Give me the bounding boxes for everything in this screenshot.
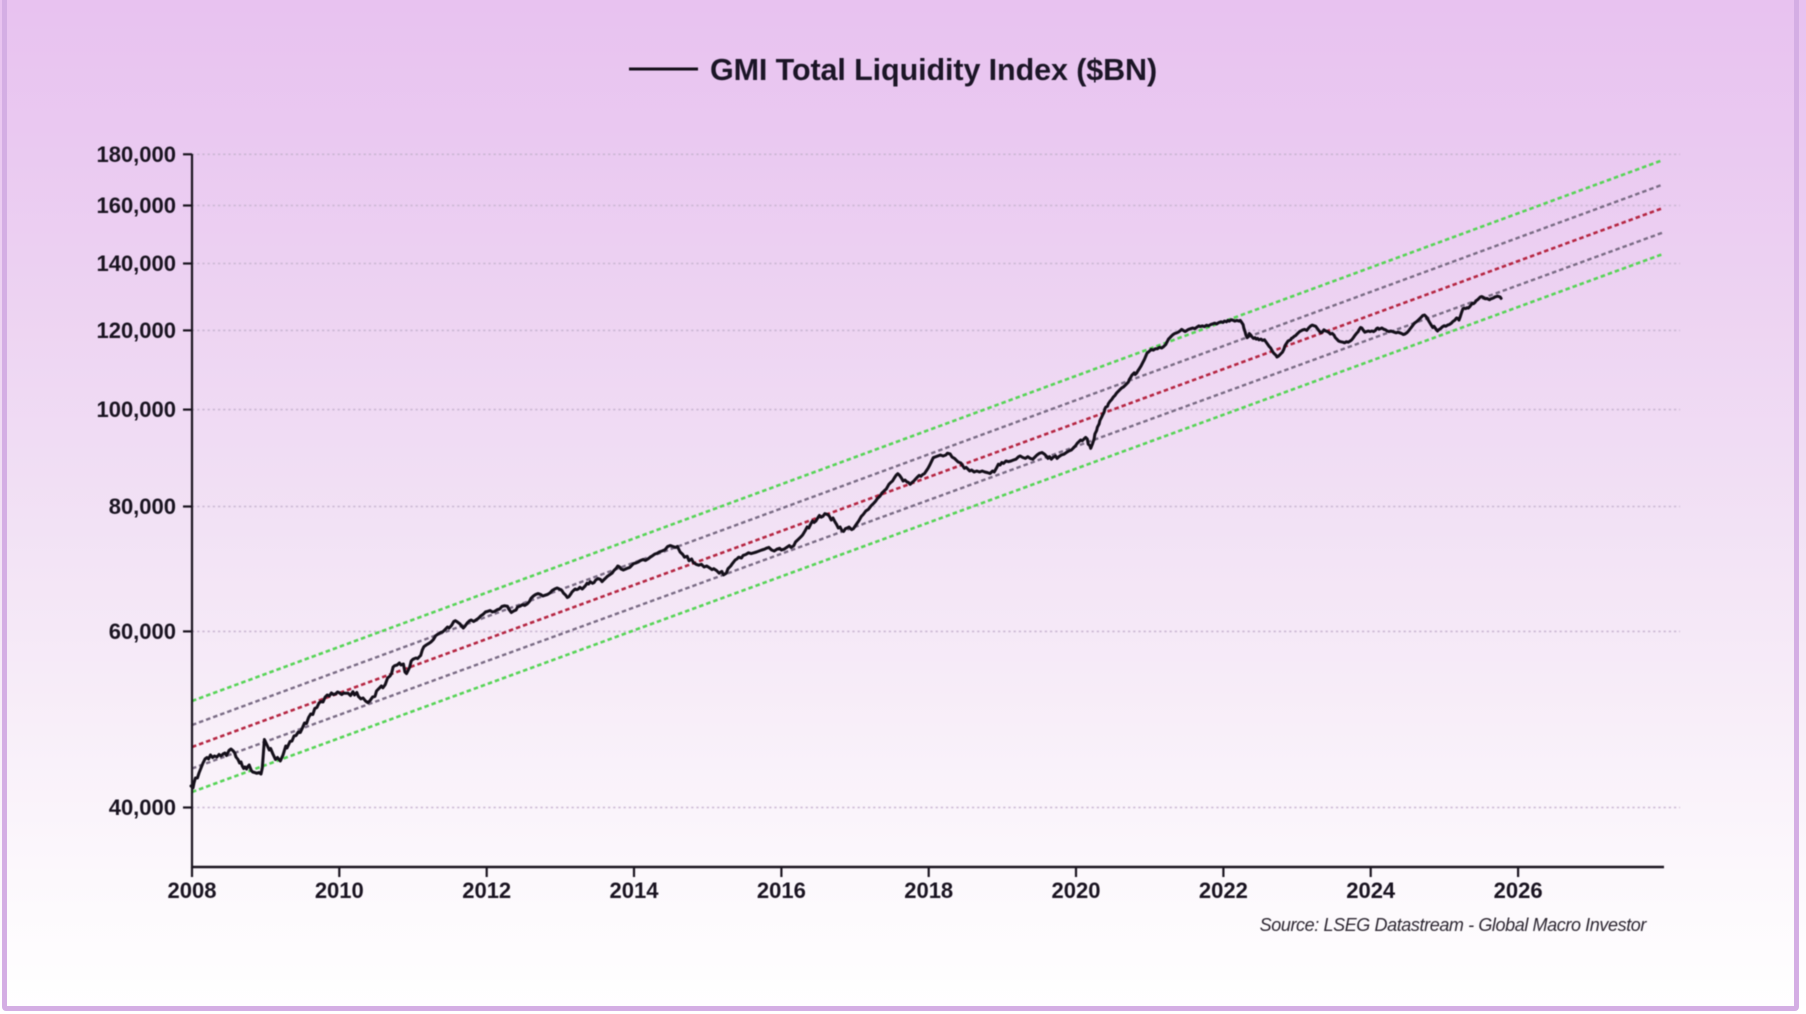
svg-text:80,000: 80,000 [109,494,176,519]
svg-text:100,000: 100,000 [96,397,176,422]
svg-text:2016: 2016 [757,878,806,903]
svg-text:2014: 2014 [610,878,660,903]
svg-text:2018: 2018 [904,878,953,903]
svg-text:2024: 2024 [1346,878,1396,903]
svg-text:2026: 2026 [1494,878,1543,903]
svg-text:2020: 2020 [1052,878,1101,903]
svg-text:160,000: 160,000 [96,193,176,218]
svg-text:2008: 2008 [168,878,217,903]
svg-text:2022: 2022 [1199,878,1248,903]
svg-text:120,000: 120,000 [96,318,176,343]
svg-text:60,000: 60,000 [109,619,176,644]
svg-text:Source: LSEG Datastream - Glob: Source: LSEG Datastream - Global Macro I… [1260,915,1648,935]
svg-text:40,000: 40,000 [109,795,176,820]
svg-text:2012: 2012 [462,878,511,903]
svg-text:GMI Total Liquidity Index ($BN: GMI Total Liquidity Index ($BN) [710,53,1157,87]
svg-text:180,000: 180,000 [96,142,176,167]
svg-text:140,000: 140,000 [96,251,176,276]
svg-text:2010: 2010 [315,878,364,903]
